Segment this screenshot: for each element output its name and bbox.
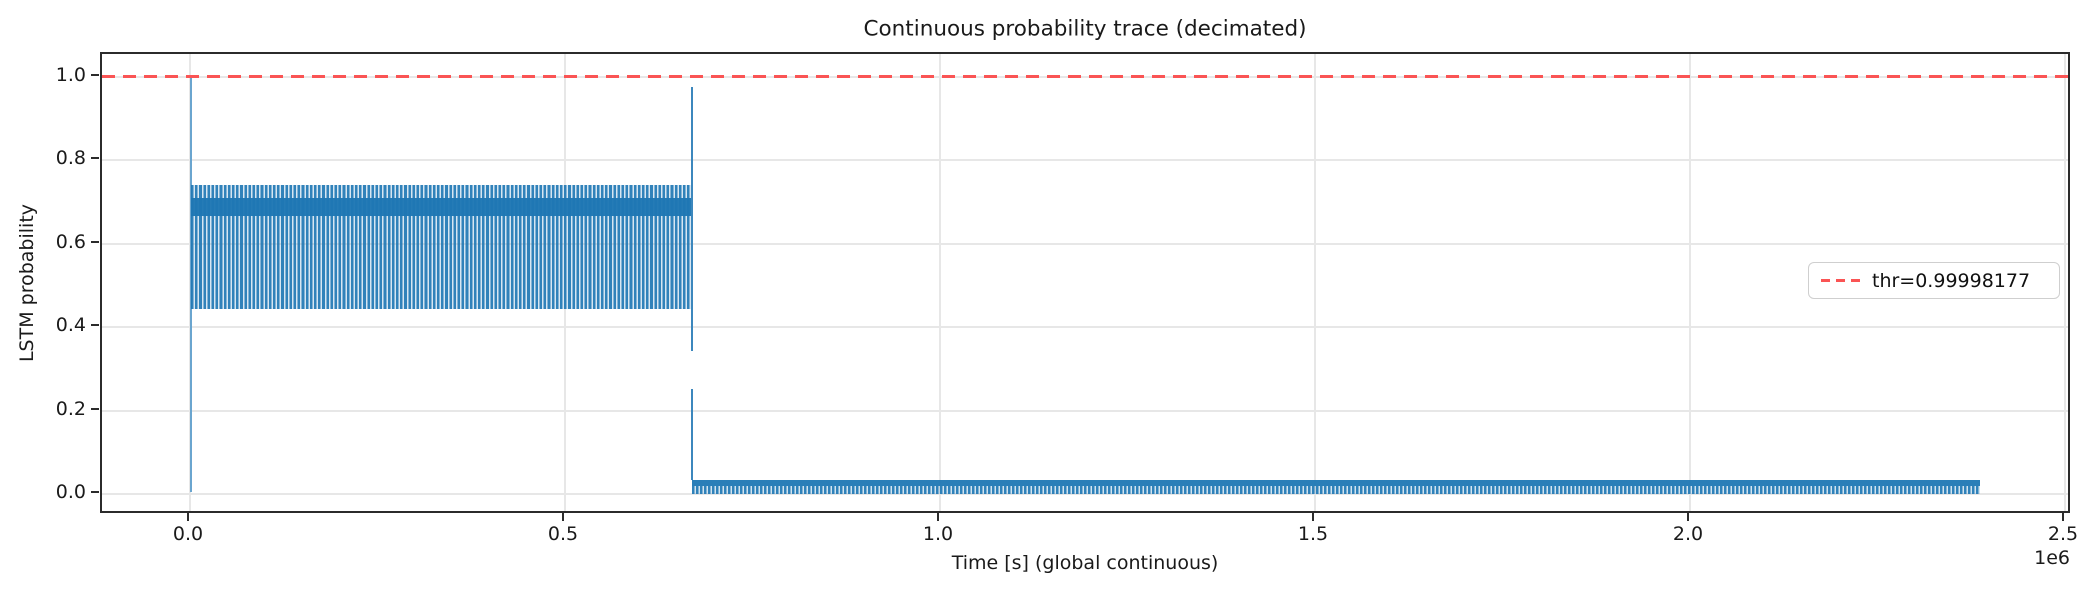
y-axis-label: LSTM probability [16, 203, 38, 363]
trace-spike-start [189, 77, 192, 492]
trace-oscillation-core [191, 198, 692, 216]
trace-spike-transition-upper [690, 87, 693, 351]
legend-threshold-label: thr=0.99998177 [1872, 269, 2031, 292]
ytick-label-0.0: 0.0 [55, 481, 86, 503]
ytick-label-1.0: 1.0 [55, 64, 86, 86]
gridline-y-0.2 [102, 410, 2068, 412]
trace-low-band-teeth [692, 485, 1980, 494]
xtick-label-1.0: 1.0 [922, 523, 954, 545]
ytick-mark-0.0 [91, 491, 99, 493]
legend-dashed-line-icon [1821, 279, 1861, 282]
x-axis-label: Time [s] (global continuous) [951, 552, 1219, 574]
xtick-mark-1.5 [1312, 513, 1314, 521]
trace-low-band [692, 480, 1980, 494]
xtick-mark-2.0 [1687, 513, 1689, 521]
ytick-label-0.4: 0.4 [55, 314, 86, 336]
xtick-mark-0.0 [187, 513, 189, 521]
xtick-mark-2.5 [2062, 513, 2064, 521]
gridline-y-0.6 [102, 243, 2068, 245]
ytick-mark-0.2 [91, 408, 99, 410]
gridline-x-1.5 [1314, 54, 1316, 511]
chart-title: Continuous probability trace (decimated) [863, 16, 1307, 42]
xtick-label-0.0: 0.0 [172, 523, 204, 545]
x-axis-offset-label: 1e6 [2034, 547, 2070, 569]
ytick-label-0.6: 0.6 [55, 231, 86, 253]
gridline-x-1.0 [939, 54, 941, 511]
ytick-mark-0.6 [91, 241, 99, 243]
xtick-label-0.5: 0.5 [547, 523, 579, 545]
ytick-mark-0.4 [91, 324, 99, 326]
gridline-x-2.0 [1689, 54, 1691, 511]
gridline-x-2.5 [2064, 54, 2066, 511]
ytick-label-0.8: 0.8 [55, 147, 86, 169]
trace-low-band-top [692, 480, 1980, 486]
ytick-label-0.2: 0.2 [55, 398, 86, 420]
gridline-y-0.0 [102, 493, 2068, 495]
gridline-y-0.4 [102, 326, 2068, 328]
xtick-mark-0.5 [562, 513, 564, 521]
ytick-mark-1.0 [91, 74, 99, 76]
plot-area [100, 52, 2070, 513]
xtick-label-2.0: 2.0 [1672, 523, 1704, 545]
gridline-y-0.8 [102, 159, 2068, 161]
xtick-label-1.5: 1.5 [1297, 523, 1329, 545]
threshold-line [102, 75, 2068, 78]
xtick-label-2.5: 2.5 [2047, 523, 2079, 545]
trace-spike-transition-lower [690, 389, 693, 480]
xtick-mark-1.0 [937, 513, 939, 521]
ytick-mark-0.8 [91, 157, 99, 159]
legend: thr=0.99998177 [1808, 262, 2060, 299]
